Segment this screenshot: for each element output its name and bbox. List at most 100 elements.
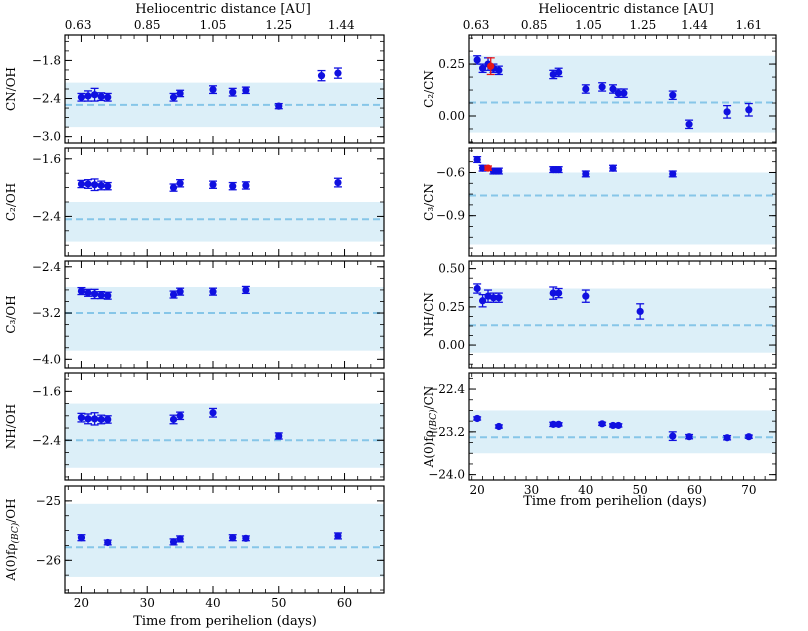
data-point — [685, 120, 693, 128]
data-point — [90, 181, 99, 189]
data-point — [97, 415, 105, 424]
panel-right-3: 0.00 0.25 0.50 NH/CN — [422, 260, 777, 369]
y-tick-label: −24.0 — [428, 468, 465, 482]
highlight-point — [487, 62, 495, 70]
data-point — [169, 538, 178, 546]
top-axis-tick-label: 0.63 — [65, 18, 92, 32]
x-tick-label: 40 — [205, 596, 220, 610]
y-tick-label: −23.2 — [428, 425, 465, 439]
y-tick-label: −1.6 — [32, 152, 61, 166]
data-point — [104, 292, 112, 300]
y-tick-label: 0.00 — [438, 338, 465, 352]
data-point — [495, 66, 503, 74]
plot-area — [469, 283, 776, 353]
highlight-point — [484, 164, 492, 172]
panel-left-5: −26 −25 20 30 40 50 60 A(0)fρ(BC)/OH — [4, 485, 385, 610]
data-point — [495, 294, 503, 302]
data-point — [77, 287, 86, 295]
top-axis-tick-label: 1.25 — [265, 18, 292, 32]
y-tick-label: −26 — [36, 553, 61, 567]
plot-area — [469, 55, 776, 133]
top-axis-tick-label: 1.44 — [681, 18, 708, 32]
panel-left-2: −2.4 −1.6 C₂/OH — [4, 147, 385, 257]
y-tick-label: 0.50 — [438, 262, 465, 276]
top-axis-tick-label: 1.61 — [735, 18, 762, 32]
data-point — [745, 433, 753, 441]
panel-left-3: −4.0 −3.2 −2.4 C₃/OH — [4, 260, 385, 369]
top-axis-tick-label: 0.63 — [463, 18, 490, 32]
data-point — [176, 412, 184, 420]
data-point — [176, 89, 184, 98]
data-point — [90, 91, 99, 99]
y-tick-label: 0.25 — [438, 300, 465, 314]
data-point — [473, 284, 481, 293]
range-band — [65, 403, 384, 468]
data-point — [555, 289, 563, 297]
data-point — [473, 56, 481, 64]
x-tick-label: 30 — [524, 483, 539, 497]
data-point — [317, 72, 326, 80]
data-point — [555, 68, 563, 76]
data-point — [229, 534, 237, 542]
panel-frame — [64, 260, 385, 369]
data-point — [620, 89, 628, 97]
data-point — [609, 85, 617, 93]
range-band — [469, 288, 776, 353]
data-point — [685, 433, 693, 441]
y-tick-label: −1.8 — [32, 53, 61, 67]
data-point — [549, 289, 557, 297]
data-point — [90, 415, 99, 423]
x-tick-label: 20 — [74, 596, 89, 610]
y-axis-label: C₂/CN — [422, 70, 436, 108]
data-point — [77, 414, 86, 422]
y-tick-label: −3.2 — [32, 306, 61, 320]
data-point — [77, 534, 86, 542]
plot-area — [65, 177, 384, 242]
data-point — [723, 108, 731, 116]
data-point — [334, 69, 342, 77]
y-tick-label: −22.4 — [428, 382, 465, 396]
x-tick-label: 30 — [140, 596, 155, 610]
panel-frame — [468, 34, 777, 144]
data-point — [489, 294, 498, 302]
y-tick-label: −0.6 — [436, 165, 465, 179]
data-point — [669, 91, 677, 99]
top-axis-tick-label: 0.85 — [134, 18, 161, 32]
data-point — [598, 420, 606, 428]
plot-area — [65, 285, 384, 351]
panel-right-2: −0.9 −0.6C₃/CN — [422, 147, 777, 257]
data-point — [745, 106, 753, 114]
data-point — [275, 102, 283, 110]
data-point — [104, 93, 112, 101]
data-point — [169, 290, 178, 299]
data-point — [242, 286, 250, 294]
range-band — [65, 287, 384, 351]
data-point — [598, 83, 606, 91]
x-tick-label: 50 — [633, 483, 648, 497]
data-point — [582, 170, 590, 178]
left-top-axis-title: Heliocentric distance [AU] — [135, 2, 311, 17]
y-tick-label: 0.25 — [438, 57, 465, 71]
x-tick-label: 60 — [337, 596, 352, 610]
x-tick-label: 50 — [271, 596, 286, 610]
data-point — [334, 532, 342, 540]
panel-frame — [468, 260, 777, 369]
left-x-axis-label: Time from perihelion (days) — [133, 614, 317, 629]
right-x-axis-label: Time from perihelion (days) — [523, 494, 707, 509]
data-point — [555, 420, 563, 428]
data-point — [555, 166, 563, 174]
y-tick-label: −2.4 — [32, 433, 62, 447]
data-point — [176, 535, 184, 543]
top-axis-tick-label: 0.85 — [521, 18, 548, 32]
data-point — [169, 93, 178, 101]
plot-area — [65, 403, 384, 468]
panel-right-1: 0.00 0.25 0.63 0.85 1.05 1.25 1.44 1.61 C₂/CN — [422, 18, 777, 144]
data-point — [636, 307, 644, 316]
data-point — [609, 164, 617, 172]
data-point — [614, 421, 623, 430]
data-point — [84, 415, 92, 423]
x-tick-label: 70 — [741, 483, 756, 497]
data-point — [669, 170, 677, 178]
data-point — [84, 92, 92, 100]
